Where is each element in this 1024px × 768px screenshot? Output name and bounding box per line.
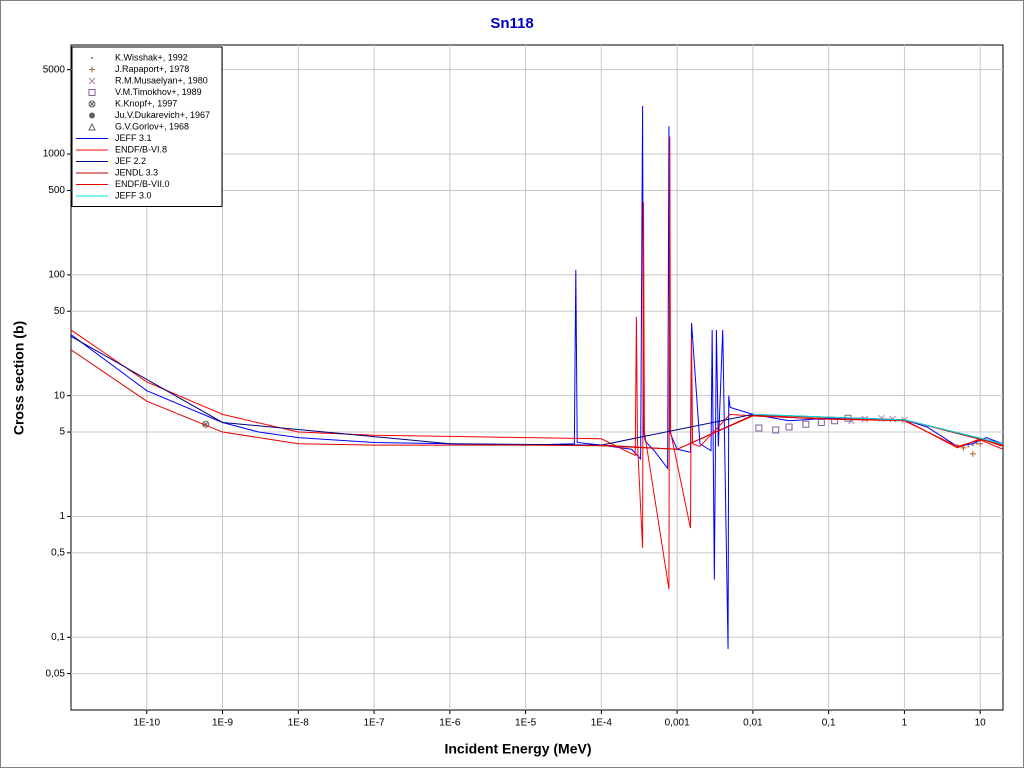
chart-title: Sn118 bbox=[490, 15, 533, 32]
marker bbox=[88, 89, 96, 96]
marker bbox=[755, 424, 763, 432]
y-tick-label: 0,1 bbox=[51, 632, 65, 643]
x-tick-label: 1E-9 bbox=[212, 718, 234, 729]
x-tick-label: 1 bbox=[902, 718, 908, 729]
x-tick-label: 10 bbox=[975, 718, 987, 729]
x-tick-label: 1E-10 bbox=[133, 718, 160, 729]
y-tick-label: 5 bbox=[59, 427, 65, 438]
x-tick-label: 1E-8 bbox=[288, 718, 310, 729]
x-tick-label: 1E-7 bbox=[364, 718, 386, 729]
legend: K.Wisshak+, 1992 J.Rapaport+, 1978R.M.Mus… bbox=[71, 46, 223, 207]
legend-label: JEFF 3.1 bbox=[115, 133, 152, 143]
legend-label: ENDF/B-VII.0 bbox=[115, 179, 170, 189]
marker bbox=[89, 112, 95, 119]
marker bbox=[977, 440, 984, 447]
marker bbox=[817, 418, 825, 426]
marker bbox=[91, 57, 93, 59]
y-axis-label: Cross section (b) bbox=[11, 321, 27, 435]
marker bbox=[88, 77, 96, 85]
legend-label: Ju.V.Dukarevich+, 1967 bbox=[115, 110, 210, 120]
series-line bbox=[752, 413, 1003, 445]
legend-box bbox=[71, 46, 223, 207]
marker bbox=[971, 444, 974, 447]
x-tick-label: 1E-5 bbox=[515, 718, 537, 729]
marker bbox=[969, 450, 976, 457]
y-tick-label: 100 bbox=[48, 270, 65, 281]
marker bbox=[967, 445, 970, 448]
y-tick-label: 10 bbox=[54, 390, 66, 401]
x-tick-label: 0,1 bbox=[822, 718, 836, 729]
legend-label: K.Wisshak+, 1992 bbox=[115, 52, 188, 62]
grid: 1E-10 1E-9 1E-8 1E-7 1E-6 1E-5 1E-4 0,001 0,01 0,… bbox=[43, 45, 1003, 729]
legend-label: JEF 2.2 bbox=[115, 156, 146, 166]
marker bbox=[785, 423, 793, 431]
legend-label: K.Knopf+, 1997 bbox=[115, 98, 177, 108]
legend-label: R.M.Musaelyan+, 1980 bbox=[115, 75, 208, 85]
legend-label: G.V.Gorlov+, 1968 bbox=[115, 121, 189, 131]
y-tick-label: 500 bbox=[48, 185, 65, 196]
marker bbox=[88, 100, 96, 108]
y-tick-label: 0,5 bbox=[51, 547, 65, 558]
data-layer bbox=[71, 106, 1003, 649]
x-tick-label: 0,01 bbox=[743, 718, 763, 729]
y-tick-label: 1 bbox=[59, 511, 65, 522]
legend-label: JEFF 3.0 bbox=[115, 190, 152, 200]
legend-label: V.M.Timokhov+, 1989 bbox=[115, 87, 202, 97]
marker bbox=[89, 66, 95, 73]
legend-label: ENDF/B-VI.8 bbox=[115, 144, 167, 154]
x-tick-label: 1E-4 bbox=[591, 718, 613, 729]
y-tick-label: 0,05 bbox=[46, 668, 66, 679]
legend-label: J.Rapaport+, 1978 bbox=[115, 64, 189, 74]
series-line bbox=[71, 349, 1003, 450]
x-tick-label: 0,001 bbox=[665, 718, 690, 729]
marker bbox=[88, 122, 96, 131]
x-axis-label: Incident Energy (MeV) bbox=[444, 741, 591, 757]
y-tick-label: 1000 bbox=[43, 149, 66, 160]
y-tick-label: 5000 bbox=[43, 64, 66, 75]
marker bbox=[802, 420, 810, 428]
y-tick-label: 50 bbox=[54, 306, 66, 317]
plot-area bbox=[70, 44, 1004, 711]
legend-label: JENDL 3.3 bbox=[115, 167, 158, 177]
marker bbox=[772, 426, 780, 434]
x-tick-label: 1E-6 bbox=[439, 718, 461, 729]
